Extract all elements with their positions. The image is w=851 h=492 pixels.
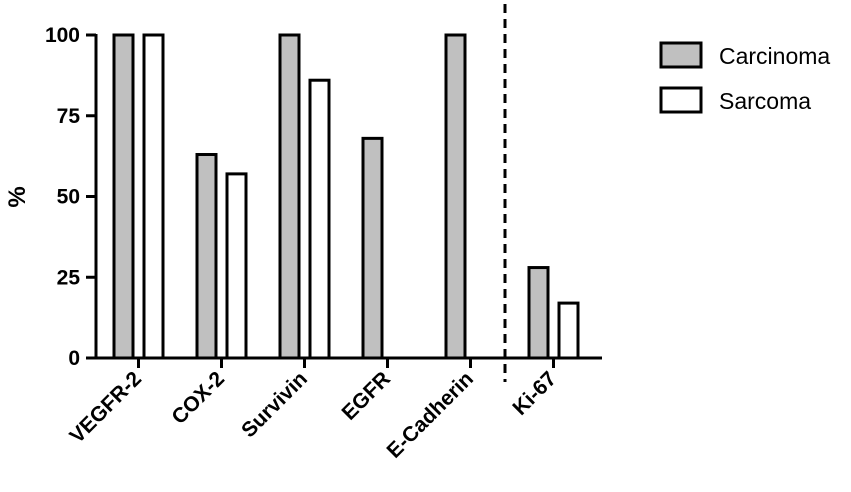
bar-sarcoma-cox-2 [225, 172, 248, 360]
legend: Carcinoma Sarcoma [659, 41, 830, 114]
y-axis: 0 25 50 75 100 [45, 24, 98, 370]
bar-sarcoma-ki-67 [557, 301, 580, 360]
bar-carcinoma-vegfr-2 [112, 33, 135, 360]
x-tick-label: EGFR [338, 367, 396, 425]
y-tick-label: 0 [68, 347, 80, 370]
bar-carcinoma-e-cadherin [444, 33, 467, 360]
y-axis-label: % [4, 186, 31, 207]
x-tick-label: COX-2 [167, 367, 229, 429]
legend-label-sarcoma: Sarcoma [719, 88, 811, 114]
legend-label-carcinoma: Carcinoma [719, 43, 830, 69]
x-tick-label: Survivin [237, 367, 312, 442]
bar-carcinoma-cox-2 [195, 153, 218, 360]
legend-swatch-carcinoma [659, 41, 703, 69]
bar-sarcoma-survivin [308, 78, 331, 360]
x-tick-label: VEGFR-2 [65, 367, 146, 448]
bar-sarcoma-vegfr-2 [142, 33, 165, 360]
bar-carcinoma-ki-67 [527, 266, 550, 360]
bar-carcinoma-survivin [278, 33, 301, 360]
bar-carcinoma-egfr [361, 136, 384, 360]
y-tick-label: 100 [45, 24, 80, 47]
y-tick-label: 25 [57, 266, 81, 289]
x-tick-label: E-Cadherin [383, 367, 478, 462]
y-tick-label: 50 [57, 186, 80, 209]
bars [112, 33, 580, 360]
legend-swatch-sarcoma [659, 86, 703, 114]
y-tick-label: 75 [57, 105, 81, 128]
x-tick-label: Ki-67 [508, 367, 561, 420]
